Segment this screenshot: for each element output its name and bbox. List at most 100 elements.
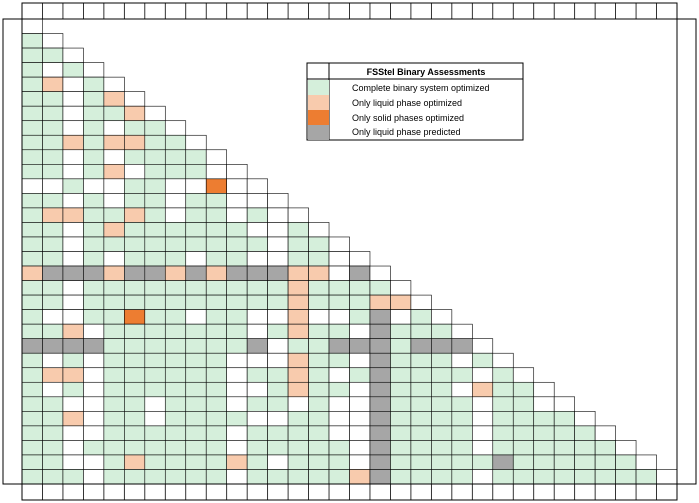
cell-ta-si [512, 396, 535, 412]
cell-sn-mn [308, 381, 330, 398]
cell-ta-p [431, 396, 453, 412]
cell-ta-sb [492, 396, 514, 412]
cell-mg-ca [103, 207, 125, 223]
cell-p-fe [205, 309, 227, 325]
cell-sb-la [267, 352, 289, 369]
cell-w-ce [124, 440, 146, 456]
cell-nb-mo [328, 280, 350, 296]
cell-sn-cr [164, 381, 187, 398]
cell-fe-fe [205, 149, 227, 165]
cell-bi-bi [62, 47, 84, 63]
cell-mo-la [267, 236, 289, 252]
cell-ni-mg [287, 294, 309, 310]
cell-sb-c [83, 352, 105, 369]
cell-zn-mn [308, 454, 330, 470]
cell-si-ni [410, 367, 432, 383]
cell-w-w [615, 440, 637, 456]
cell-zr-pb [451, 469, 473, 485]
cell-mg-cr [164, 207, 187, 223]
cell-zn-ti [574, 454, 596, 470]
cell-s-fe [205, 338, 227, 354]
cell-s-b [42, 338, 64, 354]
cell-la-c [83, 193, 105, 209]
cell-o-cr [164, 265, 187, 281]
cell-ni-la [267, 294, 289, 310]
cell-p-hf [246, 309, 268, 325]
cell-w-mg [287, 440, 309, 456]
cell-ca-c [83, 76, 105, 92]
cell-mo-co [144, 236, 166, 252]
cell-co-al [21, 105, 43, 122]
cell-mn-cr [164, 222, 187, 238]
cell-p-cu [185, 309, 207, 325]
cell-s-h [226, 338, 248, 354]
cell-sb-ce [124, 352, 146, 369]
cell-nb-fe [205, 280, 227, 296]
cell-ti-cr [164, 411, 187, 427]
cell-s-ca [103, 338, 125, 354]
cell-h-h [226, 164, 248, 180]
cell-ni-cu [185, 294, 207, 310]
cell-w-hf [246, 440, 268, 456]
cell-si-ce [124, 367, 146, 383]
cell-c-b [42, 62, 64, 78]
cell-zr-v [594, 469, 616, 485]
cell-co-bi [62, 105, 84, 122]
cell-ta-la [267, 396, 289, 412]
cell-la-ce [124, 193, 146, 209]
cell-pb-mg [287, 323, 309, 339]
cell-fe-cu [185, 149, 207, 165]
cell-mn-mg [287, 222, 309, 238]
cell-al-al [21, 18, 43, 34]
cell-ta-pb [451, 396, 473, 412]
cell-zr-h [226, 469, 248, 485]
cell-zr-sb [492, 469, 514, 485]
cell-ca-bi [62, 76, 84, 92]
cell-s-o [369, 338, 391, 354]
cell-zn-fe [205, 454, 227, 470]
cell-n-ca [103, 251, 125, 267]
cell-sn-ni [410, 381, 432, 398]
cell-ti-mo [328, 411, 350, 427]
cell-mn-bi [62, 222, 84, 238]
cell-s-ni [410, 338, 432, 354]
cell-n-la [267, 251, 289, 267]
cell-zn-bi [62, 454, 84, 470]
cell-v-ni [410, 425, 432, 441]
cell-zn-ce [124, 454, 146, 470]
cell-hf-cr [164, 178, 187, 194]
cell-o-n [349, 265, 371, 281]
cell-p-ca [103, 309, 125, 325]
cell-w-n [349, 440, 371, 456]
cell-ti-hf [246, 411, 268, 427]
cell-h-cr [164, 164, 187, 180]
cell-zn-ni [410, 454, 432, 470]
cell-zn-pb [451, 454, 473, 470]
cell-zn-c [83, 454, 105, 470]
cell-zr-co [144, 469, 166, 485]
cell-sb-pb [451, 352, 473, 369]
cell-ta-ta [553, 396, 575, 412]
cell-v-nb [390, 425, 412, 441]
cell-la-bi [62, 193, 84, 209]
cell-s-mg [287, 338, 309, 354]
cell-o-c [83, 265, 105, 281]
cell-o-ce [124, 265, 146, 281]
cell-zr-cr [164, 469, 187, 485]
cell-sn-sb [492, 381, 514, 398]
cell-si-n [349, 367, 371, 383]
cell-nb-n [349, 280, 371, 296]
legend-swatch-liquid-optimized [308, 95, 329, 110]
cell-mg-h [226, 207, 248, 223]
cell-sn-mo [328, 381, 350, 398]
legend-label-solid-optimized: Only solid phases optimized [352, 113, 464, 123]
cell-s-cr [164, 338, 187, 354]
cell-mn-fe [205, 222, 227, 238]
cell-w-b [42, 440, 64, 456]
cell-sn-si [512, 381, 535, 398]
cell-p-ni [410, 309, 432, 325]
cell-zr-cu [185, 469, 207, 485]
cell-cu-b [42, 134, 64, 151]
cell-w-sb [492, 440, 514, 456]
cell-s-pb [451, 338, 473, 354]
